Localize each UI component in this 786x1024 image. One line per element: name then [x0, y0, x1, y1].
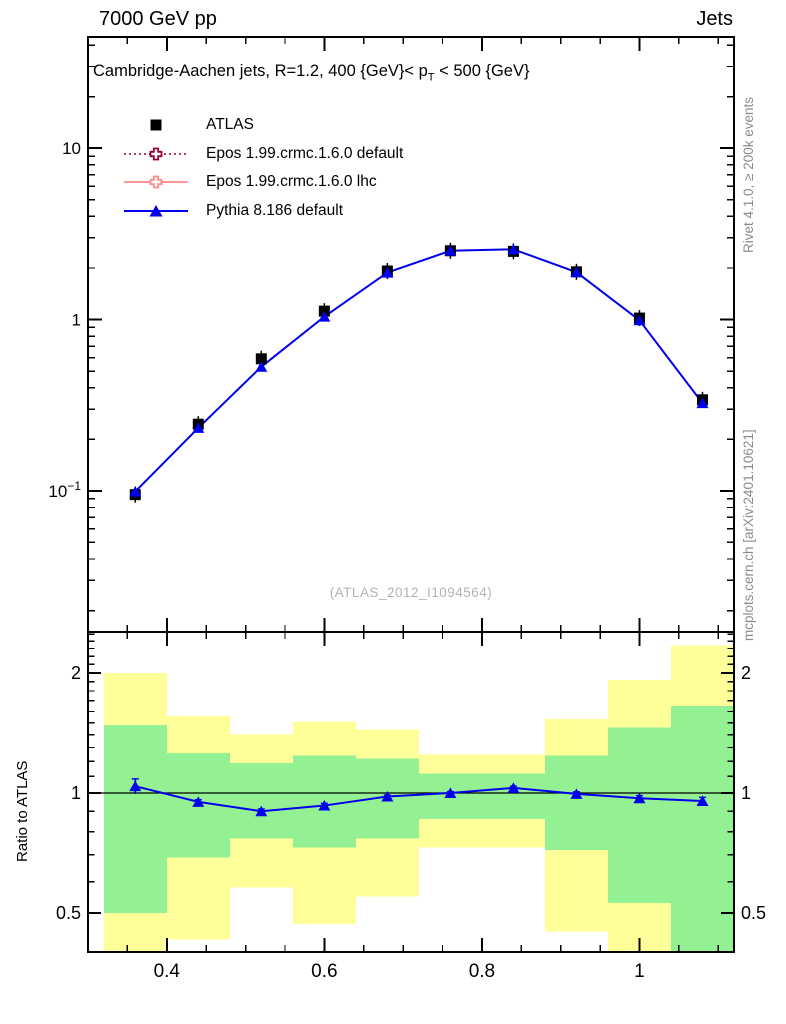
pythia-data-point	[444, 245, 457, 256]
beam-energy-label: 7000 GeV pp	[99, 8, 217, 30]
pythia-data-point	[507, 243, 520, 255]
main-ytick-label: 10−1	[48, 479, 81, 501]
pythia-ratio-point	[381, 790, 394, 802]
legend-label: Pythia 8.186 default	[206, 201, 344, 219]
atlas-square-marker-icon	[150, 119, 162, 131]
legend-item-atlas: ATLAS	[118, 111, 403, 140]
epos-default-marker-icon	[124, 147, 188, 161]
process-label: Jets	[696, 8, 733, 30]
pythia-ratio-point	[318, 800, 331, 811]
legend-label: Epos 1.99.crmc.1.6.0 default	[206, 144, 404, 162]
legend: ATLAS Epos 1.99.crmc.1.6.0 default Epos …	[118, 111, 403, 225]
pythia-line	[134, 248, 704, 493]
xtick-label: 0.4	[154, 961, 181, 982]
ratio-ytick-label-right: 0.5	[741, 903, 766, 923]
plot-title-pre: Cambridge-Aachen jets, R=1.2, 400 {GeV}<…	[93, 62, 428, 80]
legend-label: ATLAS	[206, 116, 254, 134]
pythia-data-point	[570, 266, 583, 278]
xtick-label: 1	[634, 961, 645, 982]
pythia-ratio-point	[129, 780, 142, 792]
xtick-label: 0.6	[311, 961, 337, 982]
uncertainty-band-green	[481, 773, 545, 820]
main-ytick-label: 1	[72, 311, 81, 330]
pythia-data-point	[381, 267, 394, 278]
ratio-ytick-label: 2	[71, 663, 81, 683]
plot-title: Cambridge-Aachen jets, R=1.2, 400 {GeV}<…	[93, 62, 733, 83]
legend-item-epos-default: Epos 1.99.crmc.1.6.0 default	[118, 140, 403, 169]
pythia-ratio-point	[255, 805, 268, 817]
main-ytick-label: 10	[62, 139, 81, 158]
uncertainty-band-green	[103, 724, 167, 914]
pythia-ratio-point	[192, 796, 205, 807]
mcplots-reference-label: mcplots.cern.ch [arXiv:2401.10621]	[741, 429, 756, 641]
legend-item-pythia: Pythia 8.186 default	[118, 197, 403, 226]
pythia-ratio-point	[633, 792, 646, 804]
uncertainty-band-green	[229, 762, 293, 839]
atlas-data-point	[318, 305, 330, 317]
ratio-ytick-label: 1	[71, 783, 81, 803]
uncertainty-band-green	[544, 755, 608, 850]
pythia-data-point	[318, 311, 331, 322]
pythia-ratio-point	[444, 787, 457, 798]
uncertainty-band-green	[607, 727, 671, 904]
pythia-ratio-point	[507, 782, 520, 793]
ratio-axis-title: Ratio to ATLAS	[14, 760, 31, 862]
uncertainty-band-green	[670, 706, 734, 952]
analysis-watermark: (ATLAS_2012_I1094564)	[329, 585, 493, 600]
pythia-ratio-point	[570, 788, 583, 799]
plot-title-sub: T	[427, 71, 435, 84]
pythia-data-point	[255, 361, 268, 372]
legend-item-epos-lhc: Epos 1.99.crmc.1.6.0 lhc	[118, 168, 403, 197]
legend-label: Epos 1.99.crmc.1.6.0 lhc	[206, 173, 377, 191]
pythia-data-point	[633, 314, 646, 326]
atlas-data-point	[255, 353, 267, 365]
pythia-data-point	[192, 422, 205, 433]
pythia-ratio-line	[135, 785, 703, 813]
plot-title-post: < 500 {GeV}	[434, 62, 530, 80]
ratio-ytick-label-right: 1	[741, 783, 751, 803]
pythia-ratio-point	[696, 795, 709, 806]
rivet-version-label: Rivet 4.1.0, ≥ 200k events	[741, 97, 756, 253]
ratio-ytick-label-right: 2	[741, 663, 751, 683]
pythia-triangle-marker-icon	[124, 204, 188, 217]
ratio-ytick-label: 0.5	[56, 903, 81, 923]
epos-lhc-marker-icon	[124, 175, 188, 189]
pythia-data-point	[129, 486, 142, 497]
xtick-label: 0.8	[469, 961, 495, 982]
pythia-data-point	[696, 397, 709, 409]
